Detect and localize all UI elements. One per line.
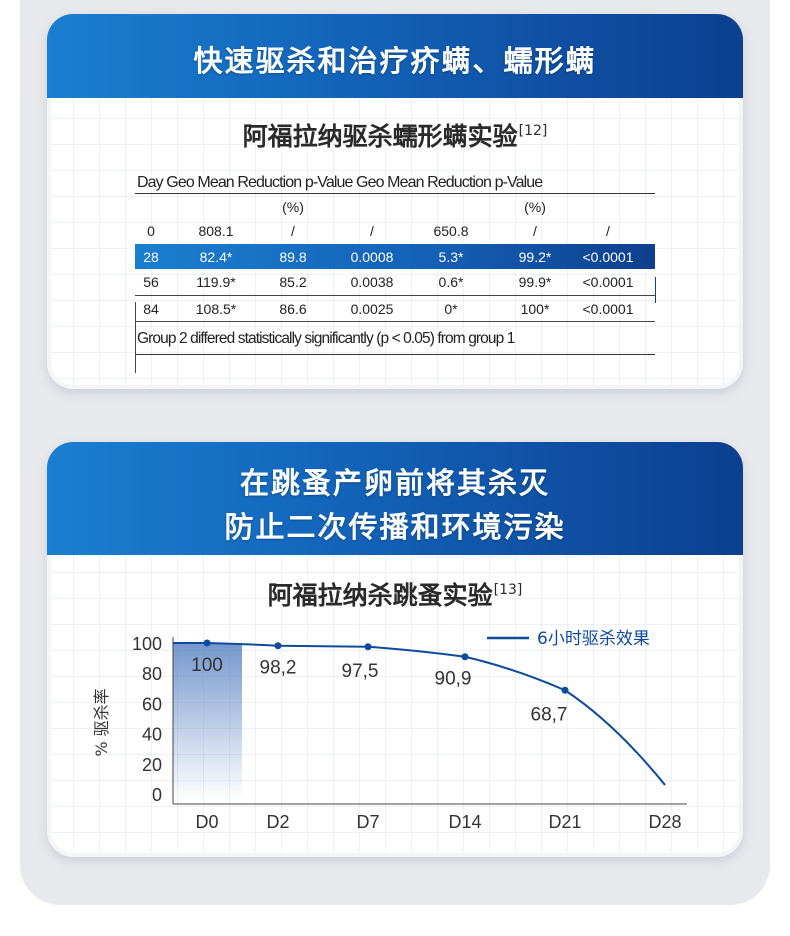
table-row: 56 119.9* 85.2 0.0038 0.6* 99.9* <0.0001 (135, 269, 655, 296)
cell-red1: 89.8 (279, 248, 307, 265)
cell-red2: 99.2* (518, 248, 552, 265)
y-tick-label: 0 (152, 785, 162, 805)
y-axis-label: % 驱杀率 (92, 688, 111, 756)
table-row: 0 808.1 / / 650.8 / / (135, 218, 655, 244)
flea-section-title-line1: 在跳蚤产卵前将其杀灭 (239, 466, 550, 500)
data-label: 97,5 (342, 661, 379, 682)
cell-day: 0 (147, 223, 155, 239)
x-tick-label: D28 (648, 812, 681, 832)
series-line (173, 642, 666, 786)
mite-section-header: 快速驱杀和治疗疥螨、蠕形螨 (47, 14, 743, 98)
data-point (274, 642, 282, 650)
table-header-row: Day Geo Mean Reduction p-Value Geo Mean … (135, 174, 655, 194)
x-tick-label: D7 (356, 812, 379, 832)
data-point (364, 643, 372, 651)
y-tick-label: 100 (132, 634, 162, 654)
cell-red1: / (291, 223, 295, 239)
table-footnote: Group 2 differed statistically significa… (135, 322, 655, 355)
mite-trial-ref: [12] (518, 123, 548, 139)
flea-section-title-line2: 防止二次传播和环境污染 (224, 510, 566, 544)
cell-red2: 100* (520, 300, 550, 317)
cell-geo2: 650.8 (433, 223, 469, 239)
data-label: 100 (191, 655, 223, 676)
cell-p1: / (370, 223, 374, 239)
mite-section-title: 快速驱杀和治疗疥螨、蠕形螨 (193, 44, 597, 78)
cell-p1: 0.0038 (350, 274, 394, 290)
y-tick-label: 40 (142, 725, 162, 745)
data-point (203, 639, 211, 647)
mite-results-table: Day Geo Mean Reduction p-Value Geo Mean … (135, 174, 656, 373)
cell-day: 28 (143, 248, 159, 265)
cell-p2: <0.0001 (582, 274, 634, 290)
table-row: 84 108.5* 86.6 0.0025 0* 100* <0.0001 (135, 296, 655, 322)
cell-p2: / (606, 223, 610, 239)
mite-trial-card: 快速驱杀和治疗疥螨、蠕形螨 阿福拉纳驱杀蠕形螨实验[12] Day Geo Me… (47, 14, 743, 389)
cell-p2: <0.0001 (582, 300, 634, 317)
flea-trial-ref: [13] (493, 582, 523, 598)
d0-highlight-band (173, 643, 242, 800)
pct-label-group2: (%) (524, 199, 546, 215)
data-label: 90,9 (435, 669, 472, 690)
cell-geo1: 82.4* (199, 248, 233, 265)
cell-red2: / (533, 223, 537, 239)
data-label: 68,7 (531, 704, 568, 725)
x-tick-label: D2 (266, 812, 289, 832)
cell-red1: 85.2 (279, 274, 307, 290)
cell-red1: 86.6 (279, 300, 307, 317)
flea-trial-title: 阿福拉纳杀跳蚤实验[13] (47, 576, 743, 612)
x-tick-label: D0 (195, 812, 218, 832)
cell-geo2: 5.3* (438, 248, 464, 265)
y-tick-label: 20 (142, 755, 162, 775)
x-tick-label: D14 (448, 812, 481, 832)
cell-geo2: 0* (444, 300, 458, 317)
x-tick-label: D21 (548, 812, 581, 832)
mite-trial-title-text: 阿福拉纳驱杀蠕形螨实验 (242, 122, 518, 151)
flea-trial-title-text: 阿福拉纳杀跳蚤实验 (267, 581, 493, 610)
table-pct-row: (%) (%) (135, 194, 655, 218)
mite-trial-title: 阿福拉纳驱杀蠕形螨实验[12] (47, 117, 743, 153)
table-right-border (655, 277, 656, 303)
cell-red2: 99.9* (518, 274, 552, 290)
pct-label-group1: (%) (282, 199, 304, 215)
flea-section-header: 在跳蚤产卵前将其杀灭 防止二次传播和环境污染 (47, 442, 743, 555)
cell-day: 56 (143, 274, 159, 290)
data-point (461, 653, 469, 661)
cell-geo1: 108.5* (195, 300, 237, 317)
cell-geo1: 808.1 (198, 223, 234, 239)
cell-geo2: 0.6* (438, 274, 464, 290)
cell-geo1: 119.9* (196, 274, 236, 290)
y-tick-label: 80 (142, 664, 162, 684)
cell-p2: <0.0001 (582, 248, 634, 265)
data-label: 98,2 (260, 658, 297, 679)
cell-p1: 0.0008 (350, 248, 394, 265)
cell-day: 84 (143, 300, 159, 317)
table-row-highlighted: 28 82.4* 89.8 0.0008 5.3* 99.2* <0.0001 (135, 243, 655, 269)
flea-trial-card: 在跳蚤产卵前将其杀灭 防止二次传播和环境污染 阿福拉纳杀跳蚤实验[13] 100… (47, 442, 743, 857)
table-left-border (135, 302, 136, 373)
kill-rate-line-chart: 100 80 60 40 20 0 D0 D2 D7 D14 D21 D28 % 驱杀率 100 98,2… (92, 629, 687, 832)
legend-label: 6小时驱杀效果 (537, 629, 650, 649)
data-point (561, 686, 569, 694)
cell-p1: 0.0025 (350, 300, 394, 317)
y-tick-label: 60 (142, 694, 162, 714)
